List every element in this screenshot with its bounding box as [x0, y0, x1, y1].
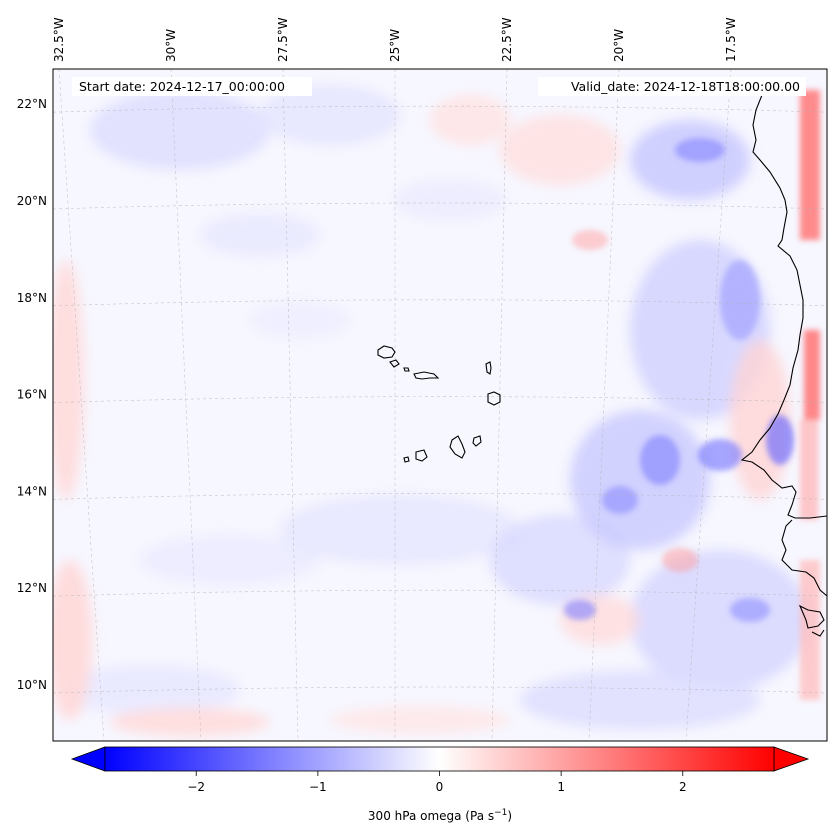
colorbar-ticks: −2 −1 0 1 2	[187, 771, 687, 794]
colorbar-bar	[104, 746, 775, 772]
colorbar-tick-label: 1	[557, 780, 565, 794]
colorbar-extend-high	[773, 746, 810, 772]
latitude-labels: 22°N 20°N 18°N 16°N 14°N 12°N 10°N	[17, 97, 47, 692]
coastlines	[377, 79, 827, 637]
longitude-label: 17.5°W	[724, 17, 738, 62]
latitude-label: 20°N	[17, 194, 47, 208]
longitude-label: 32.5°W	[52, 17, 66, 62]
colorbar-label: 300 hPa omega (Pa s−1)	[368, 808, 512, 823]
start-date-label: Start date: 2024-12-17_00:00:00	[79, 79, 285, 94]
cape-verde-sal	[485, 361, 492, 375]
cape-verde-santo-antao	[377, 345, 396, 359]
colorbar-tick-label: 2	[679, 780, 687, 794]
latitude-label: 22°N	[17, 97, 47, 111]
latitude-label: 16°N	[17, 388, 47, 402]
latitude-label: 12°N	[17, 581, 47, 595]
meridian-gridline	[58, 69, 105, 741]
longitude-label: 20°W	[612, 29, 626, 62]
valid-date-label: Valid_date: 2024-12-18T18:00:00.00	[571, 79, 800, 94]
gridlines	[53, 69, 827, 741]
cape-verde-maio	[472, 435, 482, 447]
africa-coastline	[740, 79, 827, 519]
meridian-gridline	[282, 69, 299, 741]
cape-verde-sao-nicolau	[413, 371, 440, 380]
cape-verde-sao-vicente	[389, 359, 400, 368]
cape-verde-santiago	[449, 435, 466, 459]
bissagos-islands	[798, 604, 825, 637]
start-date-box	[72, 77, 312, 96]
parallel-gridline	[53, 589, 827, 597]
gambia-guinea-coast	[781, 519, 827, 597]
omega-field	[53, 69, 827, 741]
cape-verde-boa-vista	[487, 391, 501, 406]
parallel-gridline	[53, 299, 827, 307]
meridian-gridline	[588, 69, 620, 741]
parallel-gridline	[53, 686, 827, 694]
colorbar-extend-low	[70, 746, 106, 772]
latitude-label: 10°N	[17, 678, 47, 692]
meridian-gridline	[170, 69, 202, 741]
cape-verde-brava	[403, 456, 410, 463]
longitude-label: 25°W	[388, 29, 402, 62]
colorbar-tick-label: 0	[436, 780, 444, 794]
latitude-label: 18°N	[17, 291, 47, 305]
cape-verde-fogo	[415, 449, 428, 462]
longitude-label: 30°W	[164, 29, 178, 62]
colorbar: −2 −1 0 1 2 300 hPa omega (Pa s−1)	[70, 746, 810, 823]
latitude-label: 14°N	[17, 484, 47, 498]
colorbar-tick-label: −2	[187, 780, 205, 794]
parallel-gridline	[53, 202, 827, 210]
parallel-gridline	[53, 396, 827, 403]
map-frame	[52, 68, 828, 742]
cape-verde-santa-luzia	[403, 367, 410, 372]
meridian-gridline	[685, 69, 732, 741]
valid-date-box	[538, 77, 806, 96]
parallel-gridline	[53, 105, 827, 113]
colorbar-tick-label: −1	[309, 780, 327, 794]
longitude-label: 22.5°W	[500, 17, 514, 62]
parallel-gridline	[53, 493, 827, 500]
meridian-gridline	[491, 69, 508, 741]
longitude-label: 27.5°W	[276, 17, 290, 62]
longitude-labels: 32.5°W 30°W 27.5°W 25°W 22.5°W 20°W 17.5°W	[52, 17, 738, 62]
